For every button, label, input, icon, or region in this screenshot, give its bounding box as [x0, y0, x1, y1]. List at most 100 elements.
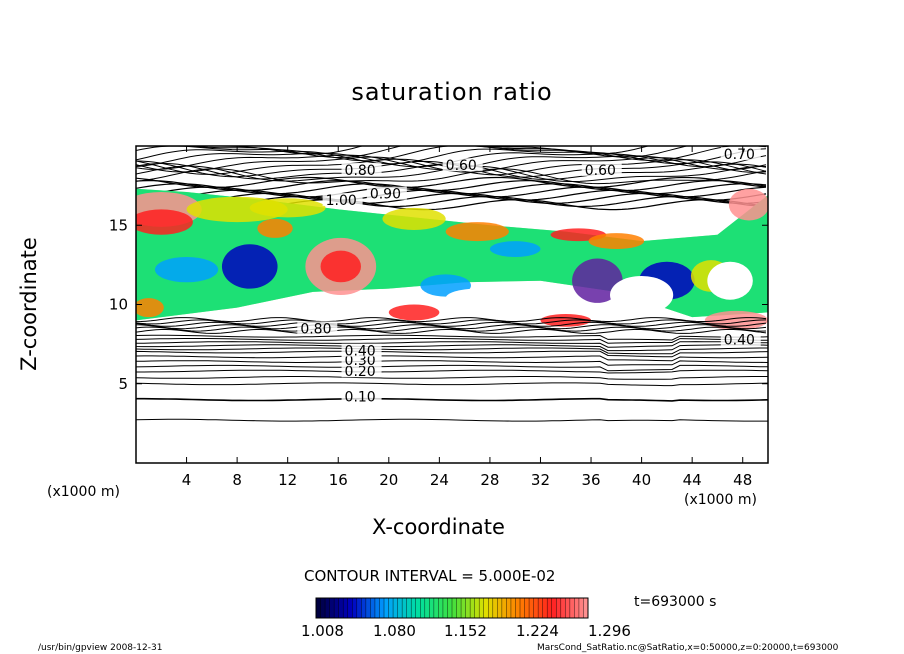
- colorbar-cell: [420, 598, 426, 618]
- x-tick-label: 20: [379, 471, 398, 489]
- saturation-patch: [588, 233, 645, 250]
- contour-line: [186, 146, 767, 159]
- colorbar-cell: [402, 598, 408, 618]
- saturation-patch: [221, 244, 278, 289]
- colorbar-cell: [465, 598, 471, 618]
- saturation-patch: [572, 258, 623, 303]
- colorbar-cell: [492, 598, 498, 618]
- unsaturated-region: [707, 261, 753, 300]
- colorbar-tick-label: 1.224: [516, 622, 559, 640]
- colorbar-cell: [356, 598, 362, 618]
- contour-label: 0.10: [345, 390, 376, 406]
- colorbar-cell: [506, 598, 512, 618]
- colorbar-cell: [384, 598, 390, 618]
- contour-label: 0.80: [345, 163, 376, 179]
- x-tick-label: 4: [182, 471, 192, 489]
- contour-label: 0.60: [585, 163, 616, 179]
- contour-line: [136, 146, 766, 162]
- x-tick-label: 40: [632, 471, 651, 489]
- colorbar-tick-label: 1.008: [301, 622, 344, 640]
- colorbar-cell: [374, 598, 380, 618]
- contour-line: [136, 360, 768, 366]
- colorbar-tick-label: 1.296: [588, 622, 631, 640]
- saturation-patch: [154, 256, 219, 283]
- x-tick-label: 24: [430, 471, 449, 489]
- contour-line: [136, 334, 768, 341]
- colorbar-cell: [569, 598, 575, 618]
- colorbar-cell: [447, 598, 453, 618]
- colorbar-cell: [560, 598, 566, 618]
- colorbar-cell: [520, 598, 526, 618]
- time-label: t=693000 s: [634, 594, 717, 610]
- contour-label: 0.20: [345, 364, 376, 380]
- colorbar-cell: [452, 598, 458, 618]
- y-axis-label: Z-coordinate: [17, 237, 41, 371]
- unsaturated-region: [445, 288, 509, 308]
- saturation-patch: [489, 241, 541, 257]
- y-axis-unit: (x1000 m): [47, 484, 120, 500]
- contour-line: [136, 176, 767, 189]
- colorbar-cell: [510, 598, 516, 618]
- colorbar-cell: [343, 598, 349, 618]
- contour-label: 1.00: [326, 193, 357, 209]
- colorbar-cell: [551, 598, 557, 618]
- colorbar-tick-label: 1.152: [444, 622, 487, 640]
- contour-label: 0.30: [345, 353, 376, 369]
- contour-label: 0.90: [370, 187, 401, 203]
- contour-line: [136, 376, 768, 380]
- colorbar-cell: [583, 598, 589, 618]
- contour-line: [136, 338, 768, 344]
- contour-line: [136, 355, 768, 362]
- colorbar-tick-label: 1.080: [373, 622, 416, 640]
- colorbar-cell: [488, 598, 494, 618]
- contour-label: 0.70: [724, 147, 755, 163]
- colorbar-frame: [315, 597, 589, 619]
- x-tick-label: 32: [531, 471, 550, 489]
- colorbar-cell: [393, 598, 399, 618]
- colorbar-cell: [542, 598, 548, 618]
- contour-line: [136, 324, 767, 330]
- contour-interval: CONTOUR INTERVAL = 5.000E-02: [304, 567, 556, 585]
- colorbar-cell: [529, 598, 535, 618]
- colorbar-cell: [578, 598, 584, 618]
- contour-line: [136, 418, 768, 422]
- colorbar-cell: [370, 598, 376, 618]
- colorbar-cell: [497, 598, 503, 618]
- contour-label: 0.40: [724, 333, 755, 349]
- contour-label-bg: [366, 186, 407, 200]
- contour-line: [136, 344, 768, 352]
- contour-label-bg: [297, 321, 338, 335]
- colorbar-cell: [361, 598, 367, 618]
- colorbar-cell: [433, 598, 439, 618]
- contour-label-bg: [341, 162, 382, 176]
- colorbar-cell: [479, 598, 485, 618]
- colorbar-cell: [334, 598, 340, 618]
- contour-label-bg: [341, 389, 382, 403]
- colorbar-cell: [547, 598, 553, 618]
- contour-line: [136, 364, 768, 372]
- colorbar-cell: [352, 598, 358, 618]
- colorbar-cell: [406, 598, 412, 618]
- colorbar-cell: [325, 598, 331, 618]
- contour-line: [136, 317, 767, 323]
- contour-line: [136, 341, 768, 348]
- contour-line: [136, 369, 768, 374]
- contour-label-bg: [720, 147, 761, 161]
- colorbar-cell: [456, 598, 462, 618]
- x-tick-label: 44: [683, 471, 702, 489]
- colorbar-cell: [442, 598, 448, 618]
- x-tick-label: 48: [733, 471, 752, 489]
- contour-label: 0.60: [446, 158, 477, 174]
- colorbar-cell: [329, 598, 335, 618]
- saturation-patch: [382, 207, 446, 231]
- colorbar-cell: [474, 598, 480, 618]
- contour-line: [136, 382, 768, 387]
- saturation-patch: [445, 222, 509, 242]
- colorbar-cell: [424, 598, 430, 618]
- contour-line: [136, 319, 767, 325]
- colorbar-cell: [338, 598, 344, 618]
- contour-label-bg: [341, 343, 382, 357]
- colorbar-cell: [429, 598, 435, 618]
- contour-line: [136, 179, 767, 192]
